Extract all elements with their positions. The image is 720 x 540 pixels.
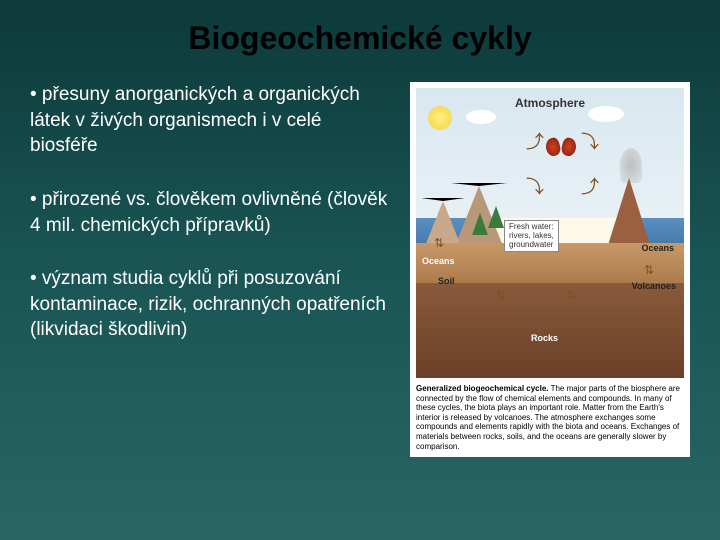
- bullet-item: • přirozené vs. člověkem ovlivněné (člov…: [30, 187, 390, 238]
- rocks-region: [416, 283, 684, 378]
- tree-icon: [472, 213, 488, 235]
- content-row: • přesuny anorganických a organických lá…: [0, 82, 720, 457]
- exchange-arrow-icon: ⇅: [644, 263, 654, 277]
- exchange-arrow-icon: ⇅: [496, 288, 506, 302]
- oceans-label: Oceans: [641, 243, 674, 253]
- cycle-arrow-icon: ⤵: [581, 128, 599, 154]
- soil-label: Soil: [438, 276, 455, 286]
- page-title: Biogeochemické cykly: [0, 0, 720, 82]
- oceans-label: Oceans: [422, 256, 455, 266]
- exchange-arrow-icon: ⇅: [566, 288, 576, 302]
- butterfly-icon: [546, 138, 576, 162]
- cycle-arrow-icon: ⤴: [526, 128, 544, 154]
- freshwater-box: Fresh water: rivers, lakes, groundwater: [504, 220, 559, 252]
- freshwater-line: groundwater: [509, 241, 554, 250]
- exchange-arrow-icon: ⇅: [434, 236, 444, 250]
- tree-icon: [488, 206, 504, 228]
- cycle-arrow-icon: ⤵: [526, 173, 544, 199]
- figure-caption: Generalized biogeochemical cycle. The ma…: [416, 384, 684, 451]
- figure-panel: Atmosphere ⤴ ⤵ ⤵ ⤴ Fresh water: [410, 82, 690, 457]
- sun-icon: [428, 106, 452, 130]
- bullet-item: • přesuny anorganických a organických lá…: [30, 82, 390, 159]
- atmosphere-label: Atmosphere: [515, 96, 585, 110]
- cloud-icon: [588, 106, 624, 122]
- caption-bold: Generalized biogeochemical cycle.: [416, 384, 549, 393]
- cycle-arrow-icon: ⤴: [581, 173, 599, 199]
- rocks-label: Rocks: [531, 333, 558, 343]
- bullet-list: • přesuny anorganických a organických lá…: [30, 82, 410, 457]
- volcanoes-label: Volcanoes: [632, 281, 676, 291]
- biogeochemical-diagram: Atmosphere ⤴ ⤵ ⤵ ⤴ Fresh water: [416, 88, 684, 378]
- caption-rest: The major parts of the biosphere are con…: [416, 384, 680, 451]
- bullet-item: • význam studia cyklů při posuzování kon…: [30, 266, 390, 343]
- cloud-icon: [466, 110, 496, 124]
